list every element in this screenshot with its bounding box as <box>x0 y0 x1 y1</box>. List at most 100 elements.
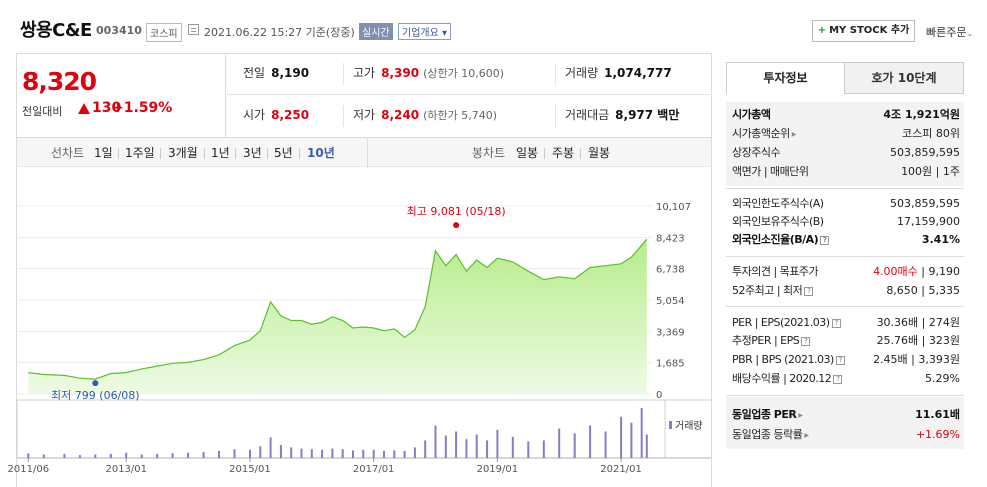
trade-amount: 거래대금 8,977 백만 <box>565 95 679 137</box>
tab-monthly[interactable]: 월봉 <box>588 146 611 160</box>
help-icon[interactable]: ? <box>833 374 843 384</box>
divider <box>555 63 556 85</box>
volume-bar <box>424 440 427 458</box>
divider <box>343 105 344 127</box>
help-icon[interactable]: ? <box>801 336 811 346</box>
tab-quote-10[interactable]: 호가 10단계 <box>845 62 964 94</box>
volume-bar <box>558 428 561 458</box>
prev-close-label: 전일 <box>243 66 266 80</box>
info-row: 추정PER | EPS? 25.76배 | 323원 <box>732 331 960 350</box>
info-row: 액면가 | 매매단위 100원 | 1주 <box>732 162 960 181</box>
divider <box>726 306 964 307</box>
shares-value: 503,859,595 <box>890 146 960 159</box>
triangle-right-icon: ▶ <box>798 411 803 419</box>
tab-5y[interactable]: 5년 <box>274 146 293 160</box>
current-price: 8,320 <box>22 67 97 96</box>
volume-bar <box>233 449 236 458</box>
foreign-hold-label: 외국인보유주식수(B) <box>732 215 824 228</box>
plus-icon: + <box>817 25 827 36</box>
volume-bar <box>372 449 375 458</box>
volume-bar <box>259 446 262 458</box>
volume-bar <box>362 449 365 458</box>
x-tick-label: 2021/01 <box>600 464 642 475</box>
volume-bar <box>620 416 623 458</box>
volume-bar <box>156 453 159 458</box>
volume-bar <box>341 449 344 458</box>
industry-change-text: 동일업종 등락률 <box>732 428 803 441</box>
high-price: 고가 8,390 (상한가 10,600) <box>353 53 504 95</box>
tab-divider <box>580 148 581 159</box>
realtime-button[interactable]: 실시간 <box>359 23 393 40</box>
tab-3m[interactable]: 3개월 <box>168 146 198 160</box>
w52-label: 52주최고 | 최저? <box>732 281 814 300</box>
industry-change-label: 동일업종 등락률 ▶ <box>732 425 809 445</box>
tab-investment-info[interactable]: 투자정보 <box>726 62 845 94</box>
market-cap-rank-label: 시가총액순위 ▶ <box>732 124 796 144</box>
per-value: 30.36배 | 274원 <box>876 316 960 329</box>
volume-bar <box>27 453 30 458</box>
volume-bar <box>511 436 514 458</box>
tab-daily[interactable]: 일봉 <box>516 146 539 160</box>
help-icon[interactable]: ? <box>804 286 814 296</box>
tab-1w[interactable]: 1주일 <box>125 146 155 160</box>
volume-bar <box>249 449 251 458</box>
volume-bar <box>413 447 416 458</box>
info-row: 외국인소진율(B/A)? 3.41% <box>732 230 960 249</box>
tab-divider <box>160 148 161 159</box>
tab-divider <box>544 148 545 159</box>
volume-bar <box>78 455 81 458</box>
quick-order-button[interactable]: 빠른주문⌄ <box>926 24 973 40</box>
shares-label: 상장주식수 <box>732 146 781 159</box>
max-annotation: 최고 9,081 (05/18) <box>407 205 506 218</box>
chart-frame <box>16 53 712 487</box>
tab-1y[interactable]: 1년 <box>211 146 230 160</box>
upper-limit: (상한가 10,600) <box>423 67 504 80</box>
foreign-limit-label: 외국인한도주식수(A) <box>732 197 824 210</box>
volume-bar <box>383 450 385 458</box>
tab-divider <box>267 148 268 159</box>
par-value: 100원 | 1주 <box>901 165 960 178</box>
quote-info-grid: 전일 8,190 고가 8,390 (상한가 10,600) 거래량 1,074,777… <box>227 53 712 137</box>
volume-bar <box>279 445 282 458</box>
volume-bar <box>434 425 437 458</box>
volume-value: 1,074,777 <box>604 66 672 80</box>
help-icon[interactable]: ? <box>831 318 841 328</box>
tab-divider <box>204 148 205 159</box>
tab-weekly[interactable]: 주봉 <box>552 146 575 160</box>
volume-legend-swatch <box>669 421 672 429</box>
per-text: PER | EPS(2021.03) <box>732 316 830 329</box>
low-label: 저가 <box>353 108 376 122</box>
volume-bar <box>352 450 354 458</box>
pbr-value: 2.45배 | 3,393원 <box>873 353 960 366</box>
tab-1d[interactable]: 1일 <box>94 146 113 160</box>
quote-row: 시가 8,250 저가 8,240 (하한가 5,740) 거래대금 8,977 백만 <box>227 95 712 137</box>
add-mystock-button[interactable]: + MY STOCK 추가 <box>812 20 915 42</box>
volume-bar <box>269 437 272 458</box>
tab-3y[interactable]: 3년 <box>243 146 262 160</box>
divider <box>555 105 556 127</box>
price-area <box>28 239 647 394</box>
volume-bar <box>604 431 607 458</box>
help-icon[interactable]: ? <box>820 235 830 245</box>
help-icon[interactable]: ? <box>835 355 845 365</box>
opinion-group: 투자의견 | 목표주가 4.00매수 | 9,190 52주최고 | 최저? 8,6… <box>726 258 964 304</box>
divider <box>726 395 964 396</box>
x-tick-label: 2013/01 <box>105 464 147 475</box>
volume-bar <box>640 408 643 458</box>
per-label: PER | EPS(2021.03)? <box>732 313 841 332</box>
volume-bar <box>187 452 190 458</box>
company-overview-label: 기업개요 <box>402 28 439 39</box>
max-marker <box>453 222 460 229</box>
investment-info-panel: 투자정보 호가 10단계 시가총액 4조 1,921억원 시가총액순위 ▶ 코스피 8… <box>726 62 964 452</box>
high-value: 8,390 <box>381 66 420 80</box>
x-tick-label: 2019/01 <box>477 464 519 475</box>
quote-row: 전일 8,190 고가 8,390 (상한가 10,600) 거래량 1,074,777 <box>227 53 712 95</box>
volume-bar <box>630 422 633 458</box>
x-tick-label: 2015/01 <box>229 464 271 475</box>
tab-10y[interactable]: 10년 <box>307 146 335 160</box>
price-line <box>28 238 648 380</box>
y-axis: 10,107 8,423 6,738 5,054 3,369 1,685 0 <box>656 202 691 401</box>
company-overview-dropdown[interactable]: 기업개요 ▾ <box>398 23 452 40</box>
price-block: 8,320 전일대비 130 +1.59% <box>16 53 226 137</box>
add-mystock-label: MY STOCK 추가 <box>829 25 910 36</box>
